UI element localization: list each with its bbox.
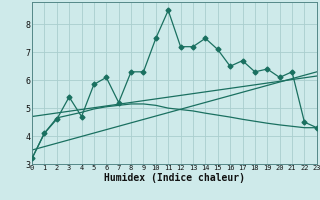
X-axis label: Humidex (Indice chaleur): Humidex (Indice chaleur) [104, 173, 245, 183]
